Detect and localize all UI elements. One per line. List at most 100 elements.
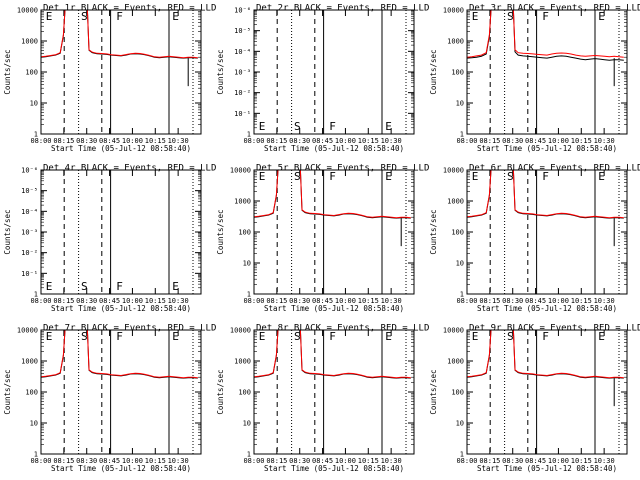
y-tick-label: 10⁻² [21, 249, 38, 257]
y-tick-label: 100 [451, 69, 464, 77]
x-tick-label: 08:15 [266, 137, 287, 145]
y-tick-label: 10⁻² [234, 89, 251, 97]
event-marker-e: E [259, 330, 266, 343]
event-marker-e: E [472, 10, 479, 23]
x-tick-label: 08:30 [76, 137, 97, 145]
y-tick-label: 1000 [447, 358, 464, 366]
y-tick-label: 10000 [230, 167, 251, 175]
x-tick-label: 10:00 [548, 457, 569, 465]
x-tick-label: 08:30 [76, 297, 97, 305]
x-tick-label: 08:30 [289, 137, 310, 145]
x-axis-label: Start Time (05-Jul-12 08:58:40) [264, 464, 404, 473]
x-tick-label: 08:30 [502, 457, 523, 465]
x-tick-label: 08:15 [266, 297, 287, 305]
event-marker-f: F [329, 170, 336, 183]
event-marker-s: S [294, 170, 301, 183]
event-marker-s: S [81, 10, 88, 23]
x-axis-label: Start Time (05-Jul-12 08:58:40) [477, 304, 617, 313]
y-tick-label: 10000 [443, 7, 464, 15]
x-tick-label: 10:00 [335, 297, 356, 305]
event-marker-e: E [259, 120, 266, 133]
plot-frame [466, 329, 628, 455]
x-tick-label: 10:30 [594, 137, 615, 145]
y-tick-label: 100 [238, 389, 251, 397]
y-tick-label: 1000 [234, 198, 251, 206]
x-tick-label: 10:15 [358, 297, 379, 305]
x-tick-label: 08:45 [525, 137, 546, 145]
event-marker-e: E [46, 330, 53, 343]
plot-frame [466, 9, 628, 135]
event-marker-e: E [385, 330, 392, 343]
x-tick-label: 08:45 [525, 457, 546, 465]
y-tick-label: 1 [247, 291, 251, 299]
x-tick-label: 08:45 [99, 457, 120, 465]
x-tick-label: 08:00 [30, 457, 51, 465]
x-tick-label: 10:00 [335, 137, 356, 145]
x-tick-label: 08:45 [99, 297, 120, 305]
y-tick-label: 1000 [21, 358, 38, 366]
y-tick-label: 10 [456, 420, 464, 428]
x-tick-label: 08:15 [479, 457, 500, 465]
event-marker-e: E [259, 170, 266, 183]
x-tick-label: 08:00 [456, 297, 477, 305]
plot-frame [253, 9, 415, 135]
event-marker-s: S [81, 280, 88, 293]
event-marker-f: F [542, 170, 549, 183]
chart-title: Det 7r BLACK = Events, RED = LLD [43, 324, 216, 334]
y-tick-label: 1 [34, 451, 38, 459]
x-tick-label: 08:15 [53, 137, 74, 145]
x-tick-label: 08:00 [243, 457, 264, 465]
x-tick-label: 08:00 [456, 457, 477, 465]
chart-panel-1: Det 1r BLACK = Events, RED = LLD 1 10 100 10… [3, 4, 216, 154]
y-tick-label: 1000 [447, 38, 464, 46]
x-tick-label: 08:15 [479, 137, 500, 145]
y-tick-label: 10⁻⁵ [234, 27, 251, 35]
x-tick-label: 10:15 [145, 297, 166, 305]
event-marker-f: F [116, 10, 123, 23]
x-tick-label: 08:00 [456, 137, 477, 145]
x-tick-label: 10:00 [548, 137, 569, 145]
x-tick-label: 10:30 [381, 137, 402, 145]
x-axis-label: Start Time (05-Jul-12 08:58:40) [264, 144, 404, 153]
event-marker-e: E [172, 280, 179, 293]
event-marker-e: E [598, 170, 605, 183]
event-marker-e: E [46, 280, 53, 293]
x-tick-label: 10:00 [548, 297, 569, 305]
y-axis-label: Counts/sec [216, 209, 225, 254]
x-tick-label: 08:30 [289, 457, 310, 465]
x-tick-label: 08:00 [30, 297, 51, 305]
chart-panel-4: Det 4r BLACK = Events, RED = LLD 1 10⁻¹ 10⁻… [3, 164, 216, 314]
chart-title: Det 4r BLACK = Events, RED = LLD [43, 164, 216, 174]
x-axis-label: Start Time (05-Jul-12 08:58:40) [477, 144, 617, 153]
x-tick-label: 08:45 [312, 137, 333, 145]
y-tick-label: 100 [25, 389, 38, 397]
y-tick-label: 1000 [447, 198, 464, 206]
x-tick-label: 10:30 [594, 457, 615, 465]
y-tick-label: 10⁻⁴ [234, 48, 251, 56]
event-marker-e: E [598, 330, 605, 343]
y-tick-label: 10000 [443, 327, 464, 335]
event-marker-e: E [472, 330, 479, 343]
y-axis-label: Counts/sec [429, 369, 438, 414]
plot-frame [40, 329, 202, 455]
y-tick-label: 1 [34, 291, 38, 299]
y-tick-label: 100 [25, 69, 38, 77]
y-axis-label: Counts/sec [429, 49, 438, 94]
plot-frame [253, 169, 415, 295]
event-marker-s: S [294, 330, 301, 343]
y-tick-label: 1 [247, 131, 251, 139]
chart-title: Det 3r BLACK = Events, RED = LLD [469, 4, 640, 14]
y-tick-label: 1 [460, 291, 464, 299]
x-tick-label: 10:30 [381, 457, 402, 465]
x-tick-label: 10:00 [122, 457, 143, 465]
y-tick-label: 10000 [17, 7, 38, 15]
event-marker-e: E [172, 10, 179, 23]
y-tick-label: 10 [30, 100, 38, 108]
x-axis-label: Start Time (05-Jul-12 08:58:40) [51, 144, 191, 153]
y-tick-label: 10 [456, 100, 464, 108]
y-axis-label: Counts/sec [3, 49, 12, 94]
y-tick-label: 10⁻³ [234, 69, 251, 77]
event-marker-s: S [507, 330, 514, 343]
y-tick-label: 10⁻⁵ [21, 187, 38, 195]
